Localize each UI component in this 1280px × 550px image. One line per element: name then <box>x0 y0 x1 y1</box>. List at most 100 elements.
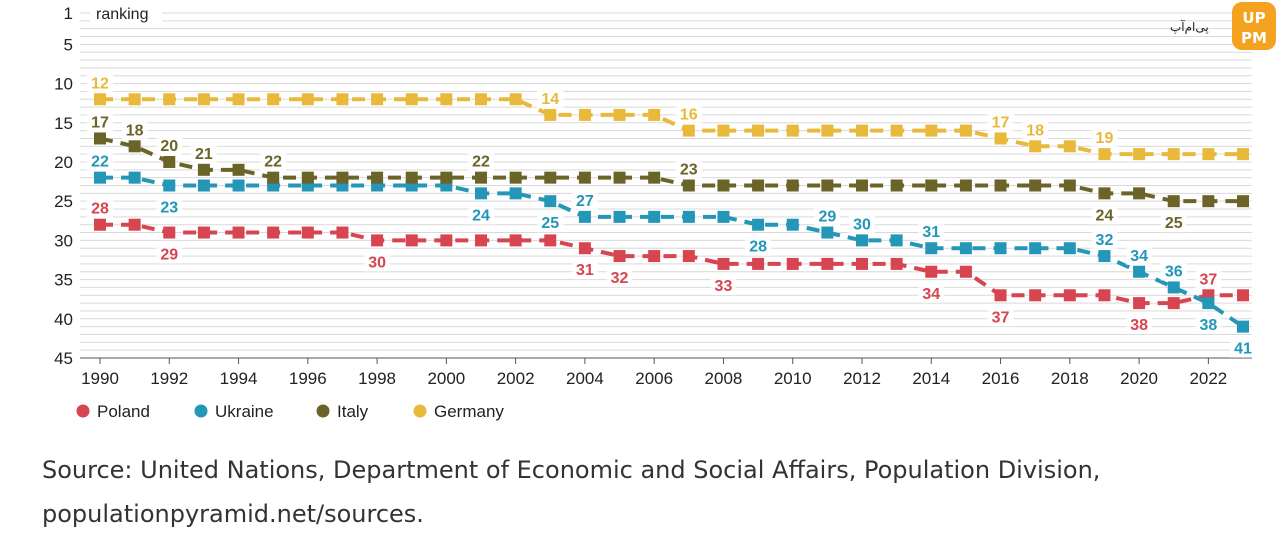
legend-marker <box>413 404 427 418</box>
source-line-1: Source: United Nations, Department of Ec… <box>42 456 1101 484</box>
data-point-germany <box>959 124 972 137</box>
data-label-germany: 16 <box>680 107 698 124</box>
data-point-italy <box>994 179 1007 192</box>
data-point-poland <box>648 250 661 263</box>
data-label-bg <box>87 112 113 132</box>
data-point-poland <box>267 226 280 239</box>
watermark-badge: UP PM <box>1232 2 1276 50</box>
data-label-ukraine: 31 <box>922 224 940 241</box>
x-tick-label: 2022 <box>1189 369 1227 388</box>
data-point-ukraine <box>232 179 245 192</box>
data-point-italy <box>509 171 522 184</box>
data-label-bg <box>156 135 183 155</box>
y-tick-label: 40 <box>54 310 73 329</box>
data-label-bg <box>260 151 287 171</box>
data-point-italy <box>163 155 176 168</box>
data-point-poland <box>440 234 453 247</box>
data-label-poland: 28 <box>91 201 109 218</box>
data-label-italy: 21 <box>195 146 213 163</box>
data-point-germany <box>613 108 626 121</box>
data-point-poland <box>752 257 765 270</box>
legend-label: Italy <box>337 402 369 421</box>
legend-item-germany: Germany <box>413 402 504 421</box>
data-label-poland: 37 <box>1199 271 1217 288</box>
data-point-poland <box>371 234 384 247</box>
data-point-poland <box>232 226 245 239</box>
data-point-germany <box>1098 148 1111 161</box>
data-label-bg <box>675 159 702 179</box>
x-tick-label: 2016 <box>982 369 1020 388</box>
legend-item-ukraine: Ukraine <box>194 402 274 421</box>
data-label-bg <box>364 252 391 272</box>
source-note: Source: United Nations, Department of Ec… <box>42 448 1242 536</box>
series-lines <box>94 93 1249 333</box>
data-label-ukraine: 30 <box>853 216 871 233</box>
data-point-italy <box>197 163 210 176</box>
watermark-logo: پی‌ام‌آپ UP PM <box>1170 2 1278 52</box>
data-point-ukraine <box>959 242 972 255</box>
data-point-poland <box>994 289 1007 302</box>
data-label-italy: 22 <box>472 154 490 171</box>
data-point-italy <box>752 179 765 192</box>
data-label-poland: 30 <box>368 254 386 271</box>
data-point-italy <box>648 171 661 184</box>
x-tick-label: 1992 <box>150 369 188 388</box>
legend-marker <box>194 404 208 418</box>
data-label-germany: 17 <box>992 114 1010 131</box>
y-tick-label: 15 <box>54 114 73 133</box>
data-point-poland <box>890 257 903 270</box>
data-point-poland <box>1098 289 1111 302</box>
data-label-bg <box>1091 128 1118 148</box>
data-label-germany: 12 <box>91 75 109 92</box>
data-point-germany <box>475 93 487 106</box>
data-label-bg <box>1022 120 1049 140</box>
data-point-italy <box>544 171 557 184</box>
data-label-bg <box>87 151 113 171</box>
data-label-poland: 34 <box>922 286 940 303</box>
legend-label: Poland <box>97 402 150 421</box>
data-label-ukraine: 41 <box>1234 341 1252 358</box>
data-point-italy <box>1202 195 1215 208</box>
data-point-germany <box>197 93 210 106</box>
data-point-italy <box>94 132 106 145</box>
data-label-germany: 18 <box>1026 122 1044 139</box>
data-label-poland: 31 <box>576 262 594 279</box>
y-tick-label: 20 <box>54 153 73 172</box>
data-label-bg <box>571 260 598 280</box>
data-point-ukraine <box>1063 242 1076 255</box>
data-label-italy: 22 <box>264 154 282 171</box>
data-label-bg <box>156 244 183 264</box>
data-point-italy <box>232 163 245 176</box>
data-point-ukraine <box>1098 250 1111 263</box>
data-point-poland <box>821 257 834 270</box>
data-point-italy <box>301 171 314 184</box>
data-label-ukraine: 34 <box>1130 248 1148 265</box>
data-point-ukraine <box>1029 242 1042 255</box>
data-label-ukraine: 38 <box>1199 317 1217 334</box>
data-label-ukraine: 32 <box>1096 232 1114 249</box>
data-point-poland <box>163 226 176 239</box>
x-tick-label: 2018 <box>1051 369 1089 388</box>
data-point-poland <box>925 265 938 278</box>
data-label-ukraine: 29 <box>818 209 836 226</box>
data-point-poland <box>94 218 106 231</box>
data-label-bg <box>121 120 148 140</box>
data-point-germany <box>232 93 245 106</box>
series-poland <box>94 218 1249 310</box>
data-point-germany <box>128 93 141 106</box>
data-label-bg <box>814 206 841 226</box>
data-label-bg <box>537 88 564 108</box>
data-point-italy <box>1237 195 1249 208</box>
data-point-ukraine <box>890 234 903 247</box>
data-label-italy: 20 <box>160 138 178 155</box>
data-point-germany <box>1063 140 1076 153</box>
data-label-bg <box>1091 205 1118 225</box>
data-point-poland <box>1029 289 1042 302</box>
data-point-germany <box>648 108 661 121</box>
data-point-italy <box>786 179 799 192</box>
data-label-bg <box>918 283 945 303</box>
legend-marker <box>316 404 330 418</box>
series-line-italy <box>99 136 1243 204</box>
y-axis-label-bg <box>90 4 162 22</box>
data-label-bg <box>87 198 113 218</box>
